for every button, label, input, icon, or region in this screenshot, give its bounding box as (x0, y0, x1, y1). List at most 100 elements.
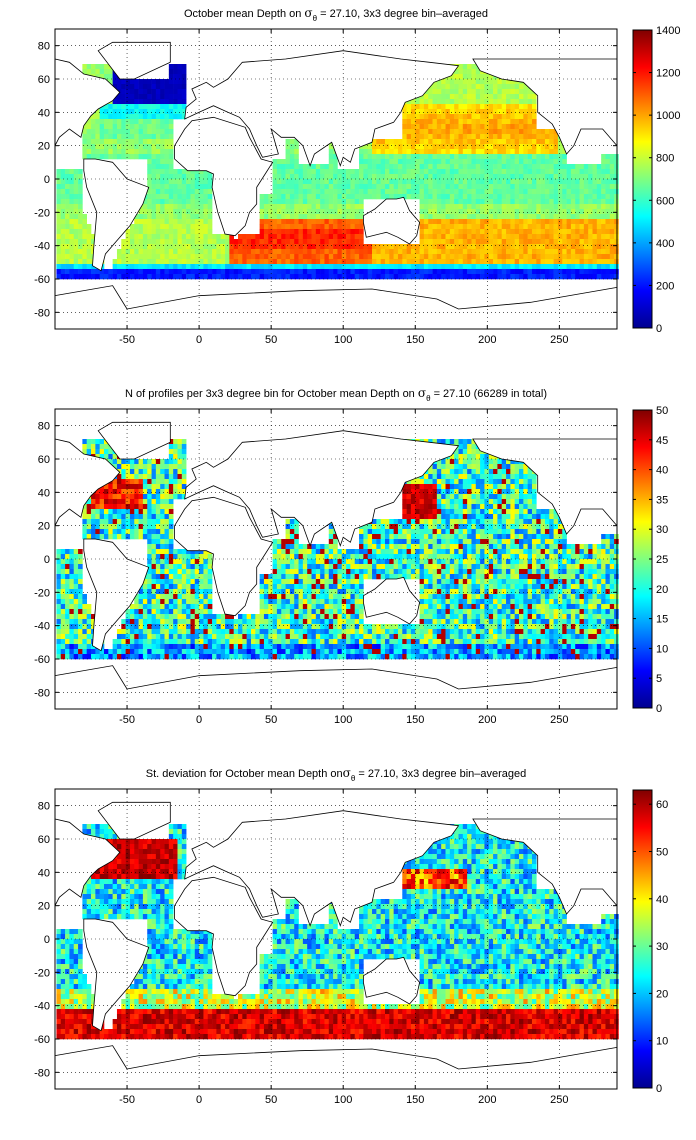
heatmap-cell (138, 89, 144, 95)
heatmap-cell (397, 534, 403, 540)
heatmap-cell (302, 214, 308, 220)
heatmap-cell (557, 224, 563, 230)
heatmap-cell (432, 484, 438, 490)
heatmap-cell (523, 244, 528, 250)
heatmap-cell (510, 124, 515, 130)
heatmap-cell (445, 229, 451, 235)
heatmap-cell (605, 269, 611, 275)
heatmap-cell (380, 139, 386, 145)
heatmap-cell (480, 114, 485, 120)
heatmap-cell (116, 129, 122, 135)
heatmap-cell (423, 114, 429, 120)
heatmap-cell (177, 94, 183, 100)
heatmap-cell (419, 539, 425, 545)
heatmap-cell (480, 229, 485, 235)
heatmap-cell (454, 504, 459, 510)
heatmap-cell (475, 274, 481, 280)
heatmap-cell (238, 259, 243, 265)
grid (55, 29, 617, 329)
heatmap-cell (116, 259, 122, 265)
heatmap-cell (78, 214, 83, 220)
heatmap-cell (324, 204, 330, 210)
heatmap-cell (194, 199, 200, 205)
heatmap-cell (380, 179, 386, 185)
heatmap-cell (125, 494, 131, 500)
heatmap-cell (406, 504, 412, 510)
heatmap-cell (173, 484, 178, 490)
heatmap-cell (410, 109, 416, 115)
heatmap-cell (298, 179, 304, 185)
heatmap-cell (134, 499, 139, 505)
heatmap-cell (497, 494, 503, 500)
heatmap-cell (562, 209, 567, 215)
heatmap-cell (216, 249, 222, 255)
heatmap-cell (549, 264, 554, 270)
heatmap-cell (82, 274, 87, 280)
heatmap-cell (246, 264, 252, 270)
heatmap-cell (458, 64, 464, 70)
heatmap-cell (263, 214, 269, 220)
heatmap-cell (363, 534, 368, 540)
heatmap-cell (125, 529, 131, 535)
heatmap-cell (501, 274, 507, 280)
heatmap-cell (536, 259, 541, 265)
heatmap-cell (389, 529, 394, 535)
heatmap-cell (415, 249, 420, 255)
heatmap-cell (207, 174, 213, 180)
heatmap-cell (480, 254, 485, 260)
heatmap-cell (190, 269, 196, 275)
heatmap-cell (454, 104, 459, 110)
heatmap-cell (514, 214, 520, 220)
heatmap-cell (536, 524, 541, 530)
heatmap-cell (160, 274, 165, 280)
heatmap-cell (359, 169, 364, 175)
heatmap-cell (160, 479, 165, 485)
land-outline (184, 50, 460, 167)
heatmap-cell (501, 184, 507, 190)
heatmap-cell (255, 239, 260, 245)
heatmap-cell (389, 179, 394, 185)
heatmap-cell (138, 259, 144, 265)
heatmap-cell (467, 174, 472, 180)
heatmap-cell (527, 489, 533, 495)
heatmap-cell (186, 214, 191, 220)
heatmap-cell (436, 464, 442, 470)
heatmap-cell (575, 189, 580, 195)
heatmap-cell (423, 529, 429, 535)
heatmap-cell (536, 209, 541, 215)
heatmap-cell (519, 264, 524, 270)
heatmap-cell (462, 274, 468, 280)
heatmap-cell (549, 519, 554, 525)
heatmap-cell (173, 244, 178, 250)
heatmap-cell (121, 254, 126, 260)
heatmap-cell (60, 254, 66, 260)
heatmap-cell (475, 204, 481, 210)
heatmap-cell (160, 214, 165, 220)
heatmap-cell (294, 249, 299, 255)
heatmap-cell (402, 189, 407, 195)
heatmap-cell (423, 224, 429, 230)
heatmap-cell (363, 174, 368, 180)
heatmap-cell (328, 544, 334, 550)
heatmap-cell (501, 189, 507, 195)
heatmap-cell (454, 524, 459, 530)
heatmap-cell (160, 164, 165, 170)
heatmap-cell (112, 484, 118, 490)
heatmap-cell (445, 134, 451, 140)
heatmap-cell (384, 259, 390, 265)
heatmap-cell (454, 214, 459, 220)
heatmap-cell (510, 479, 515, 485)
heatmap-cell (155, 139, 161, 145)
heatmap-cell (302, 264, 308, 270)
heatmap-cell (125, 269, 131, 275)
heatmap-cell (540, 219, 546, 225)
heatmap-cell (445, 194, 451, 200)
heatmap-cell (129, 134, 135, 140)
y-tick-label: 80 (38, 41, 50, 53)
heatmap-cell (484, 174, 490, 180)
heatmap-cell (82, 234, 87, 240)
heatmap-cell (462, 469, 468, 475)
heatmap-cell (471, 69, 477, 75)
heatmap-cell (82, 444, 87, 450)
heatmap-cell (588, 264, 593, 270)
